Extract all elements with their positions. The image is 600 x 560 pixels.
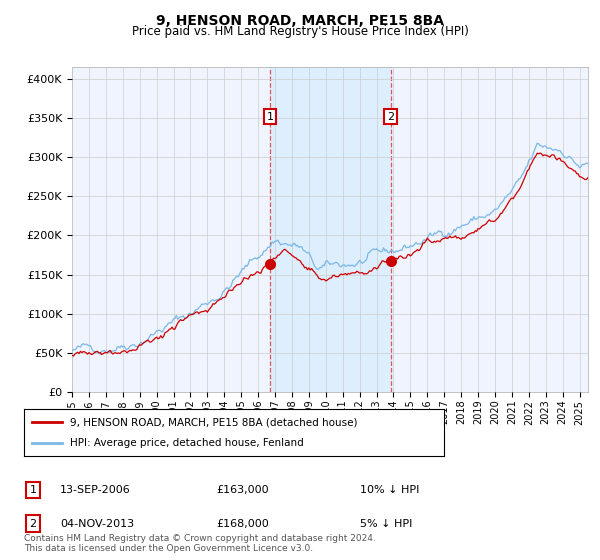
- Text: 1: 1: [266, 111, 274, 122]
- Text: Contains HM Land Registry data © Crown copyright and database right 2024.: Contains HM Land Registry data © Crown c…: [24, 534, 376, 543]
- Text: 10% ↓ HPI: 10% ↓ HPI: [360, 485, 419, 495]
- Text: 9, HENSON ROAD, MARCH, PE15 8BA: 9, HENSON ROAD, MARCH, PE15 8BA: [156, 14, 444, 28]
- Text: Price paid vs. HM Land Registry's House Price Index (HPI): Price paid vs. HM Land Registry's House …: [131, 25, 469, 38]
- Text: £163,000: £163,000: [216, 485, 269, 495]
- Text: 5% ↓ HPI: 5% ↓ HPI: [360, 519, 412, 529]
- Text: 04-NOV-2013: 04-NOV-2013: [60, 519, 134, 529]
- Text: HPI: Average price, detached house, Fenland: HPI: Average price, detached house, Fenl…: [70, 438, 304, 448]
- Text: £168,000: £168,000: [216, 519, 269, 529]
- Text: 2: 2: [29, 519, 37, 529]
- Text: This data is licensed under the Open Government Licence v3.0.: This data is licensed under the Open Gov…: [24, 544, 313, 553]
- Text: 2: 2: [387, 111, 394, 122]
- Bar: [270, 67, 391, 392]
- Text: 1: 1: [29, 485, 37, 495]
- Text: 9, HENSON ROAD, MARCH, PE15 8BA (detached house): 9, HENSON ROAD, MARCH, PE15 8BA (detache…: [70, 417, 358, 427]
- Text: 13-SEP-2006: 13-SEP-2006: [60, 485, 131, 495]
